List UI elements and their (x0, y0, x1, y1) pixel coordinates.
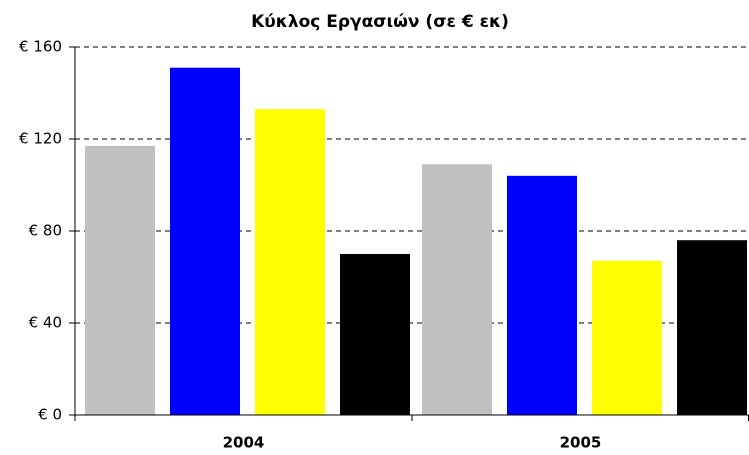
bar (592, 260, 662, 415)
y-tick-label: € 120 (19, 130, 62, 148)
y-tick-label: € 80 (29, 222, 62, 240)
bar (422, 164, 492, 415)
chart-title: Κύκλος Εργασιών (σε € εκ) (251, 12, 509, 32)
y-tick-label: € 40 (29, 314, 62, 332)
y-tick-label: € 160 (19, 38, 62, 56)
x-tick-label: 2004 (223, 434, 265, 452)
bar (677, 240, 747, 415)
x-tick-label: 2005 (560, 434, 602, 452)
bar (340, 254, 410, 415)
bar (170, 67, 240, 415)
bar (507, 175, 577, 415)
bar (85, 145, 155, 415)
bar (255, 109, 325, 415)
y-tick-label: € 0 (38, 406, 62, 424)
